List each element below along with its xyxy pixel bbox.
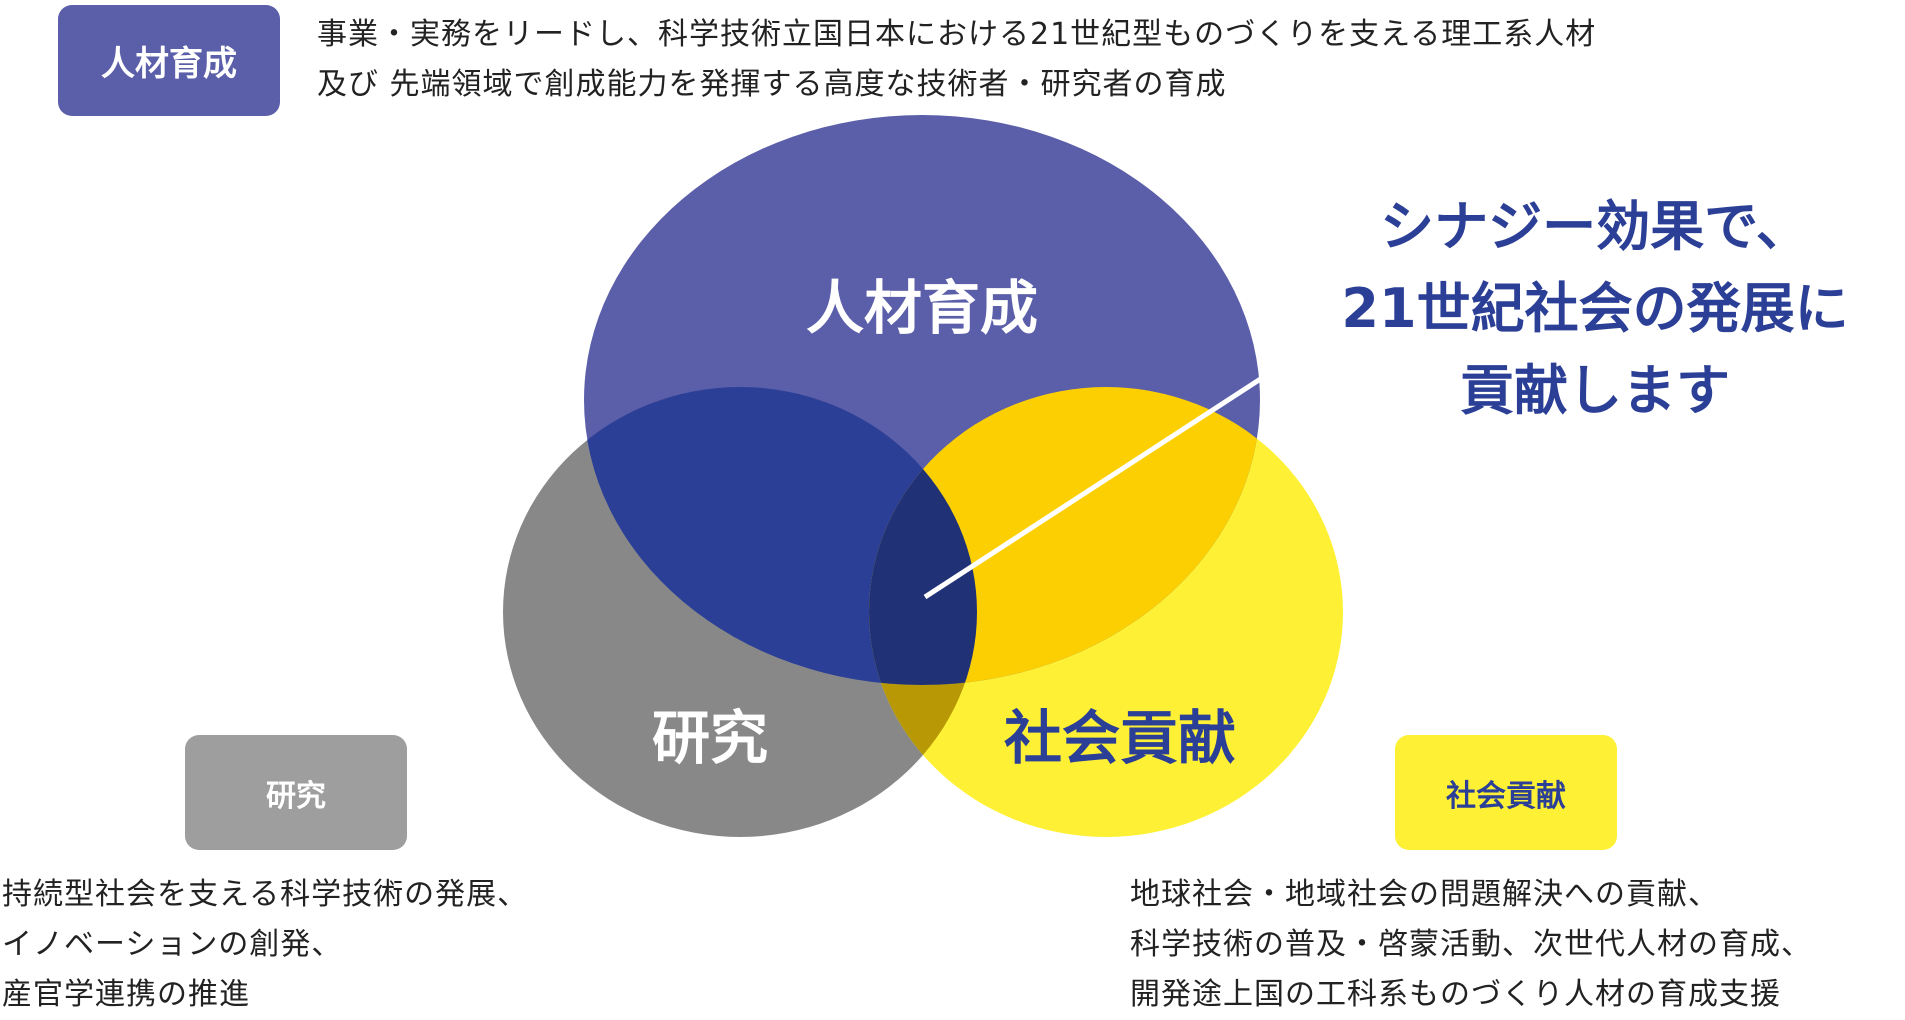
synergy-line: 貢献します <box>1460 359 1730 422</box>
circle-label-shakai: 社会貢献 <box>1004 704 1236 772</box>
jinzai-shakai-overlap <box>869 387 1260 685</box>
synergy-pointer-line <box>923 349 1304 600</box>
description-shakai-line: 地球社会・地域社会の問題解決への貢献、 <box>1130 877 1719 912</box>
badge-kenkyu: 研究 <box>185 735 407 850</box>
circle-label-jinzai: 人材育成 <box>806 274 1038 342</box>
description-shakai-line: 開発途上国の工科系ものづくり人材の育成支援 <box>1130 977 1781 1012</box>
badge-jinzai: 人材育成 <box>58 5 280 116</box>
description-jinzai-line: 及び 先端領域で創成能力を発揮する高度な技術者・研究者の育成 <box>317 67 1227 102</box>
description-jinzai-line: 事業・実務をリードし、科学技術立国日本における21世紀型ものづくりを支える理工系… <box>317 17 1597 52</box>
badge-shakai: 社会貢献 <box>1395 735 1617 850</box>
description-shakai: 地球社会・地域社会の問題解決への貢献、 科学技術の普及・啓蒙活動、次世代人材の育… <box>1130 870 1812 1020</box>
description-kenkyu-line: 産官学連携の推進 <box>2 977 250 1012</box>
description-shakai-line: 科学技術の普及・啓蒙活動、次世代人材の育成、 <box>1130 927 1812 962</box>
description-jinzai: 事業・実務をリードし、科学技術立国日本における21世紀型ものづくりを支える理工系… <box>317 10 1596 110</box>
synergy-line: シナジー効果で、 <box>1380 195 1810 258</box>
description-kenkyu: 持続型社会を支える科学技術の発展、 イノベーションの創発、 産官学連携の推進 <box>2 870 528 1020</box>
synergy-message: シナジー効果で、 21世紀社会の発展に 貢献します <box>1330 186 1860 432</box>
jinzai-kenkyu-overlap <box>584 387 977 685</box>
description-kenkyu-line: イノベーションの創発、 <box>2 927 343 962</box>
circle-label-kenkyu: 研究 <box>652 704 768 772</box>
synergy-line: 21世紀社会の発展に <box>1341 277 1849 340</box>
description-kenkyu-line: 持続型社会を支える科学技術の発展、 <box>2 877 529 912</box>
